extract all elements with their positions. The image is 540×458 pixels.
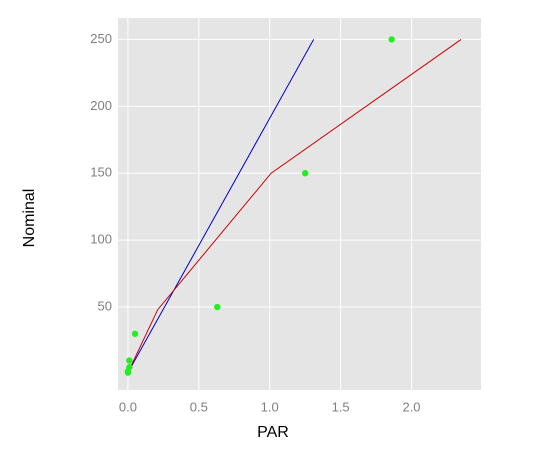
x-tick-label: 1.0	[261, 399, 279, 414]
point	[124, 369, 132, 376]
point	[388, 36, 395, 43]
line	[127, 39, 315, 373]
point	[301, 170, 309, 177]
x-tick-label: 0.5	[190, 399, 208, 414]
y-axis-title: Nominal	[21, 189, 38, 248]
y-tick-label: 200	[90, 98, 112, 113]
plot-panel	[118, 18, 481, 390]
x-tick-label: 1.5	[332, 399, 350, 414]
y-tick-label: 50	[98, 298, 112, 313]
x-tick-label: 0.0	[119, 399, 137, 414]
y-tick-label: 100	[90, 232, 112, 247]
x-tick-label: 2.0	[402, 399, 420, 414]
point	[126, 357, 133, 364]
line	[127, 39, 462, 373]
point	[214, 303, 221, 311]
y-tick-label: 250	[90, 31, 112, 46]
x-axis-title: PAR	[257, 424, 289, 441]
point	[131, 330, 139, 337]
y-tick-label: 150	[90, 165, 112, 180]
